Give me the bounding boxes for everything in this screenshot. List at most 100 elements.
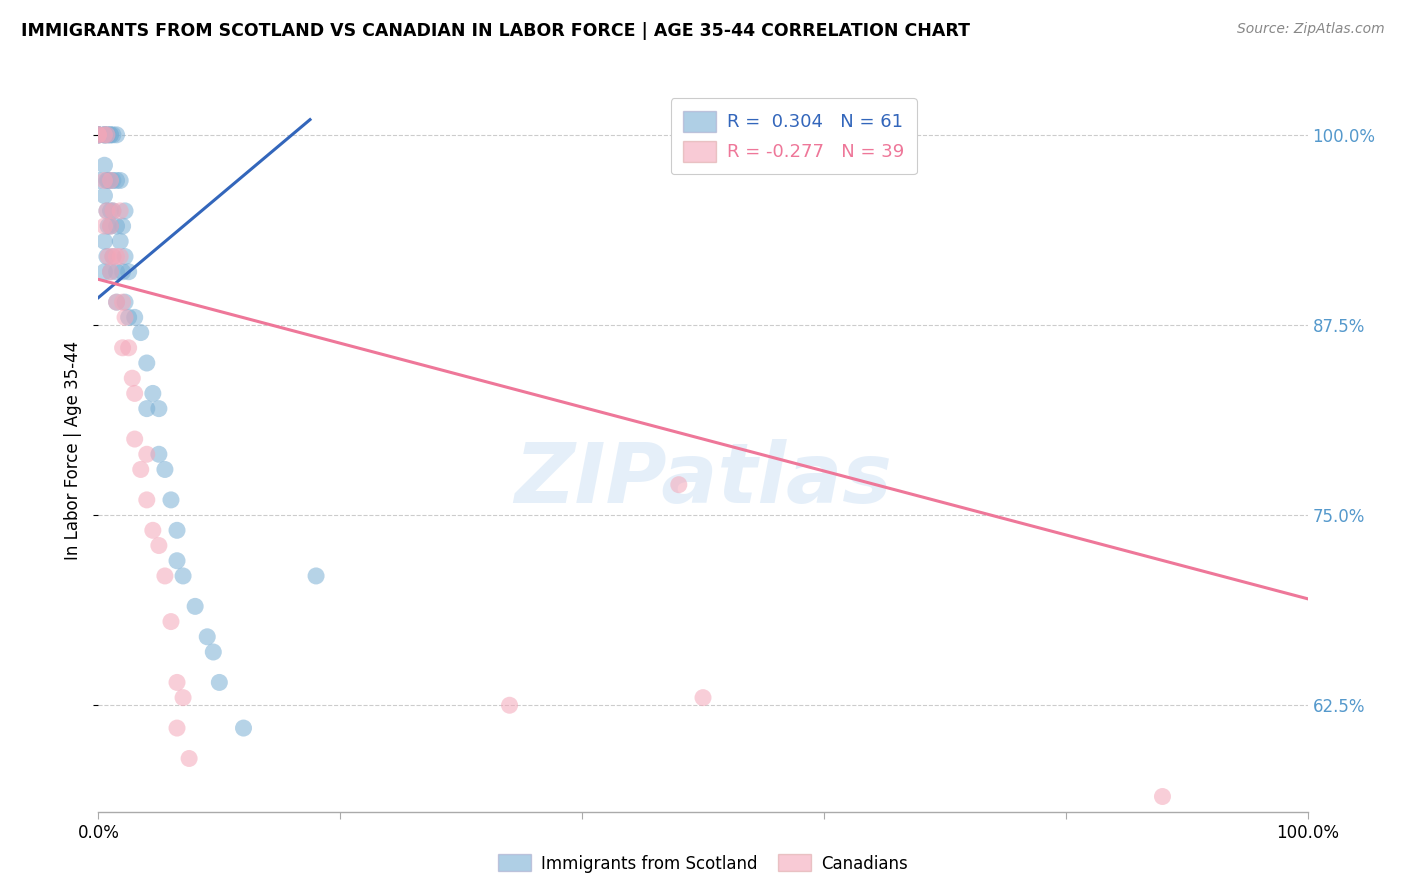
- Point: [93, 128, 115, 142]
- Point: [105, 219, 128, 233]
- Point: [105, 265, 128, 279]
- Point: [108, 173, 131, 187]
- Point: [87, 128, 110, 142]
- Point: [100, 173, 122, 187]
- Point: [87, 128, 110, 142]
- Point: [148, 447, 170, 461]
- Point: [1152, 789, 1174, 804]
- Point: [93, 188, 115, 202]
- Point: [87, 128, 110, 142]
- Point: [142, 386, 165, 401]
- Point: [114, 310, 136, 325]
- Point: [135, 492, 157, 507]
- Y-axis label: In Labor Force | Age 35-44: In Labor Force | Age 35-44: [65, 341, 83, 560]
- Point: [87, 128, 110, 142]
- Point: [97, 128, 120, 142]
- Point: [93, 235, 115, 249]
- Point: [108, 250, 131, 264]
- Point: [105, 295, 128, 310]
- Point: [100, 219, 122, 233]
- Point: [111, 341, 134, 355]
- Point: [202, 645, 225, 659]
- Point: [692, 690, 714, 705]
- Point: [96, 128, 118, 142]
- Legend: Immigrants from Scotland, Canadians: Immigrants from Scotland, Canadians: [491, 847, 915, 880]
- Point: [114, 295, 136, 310]
- Point: [142, 524, 165, 538]
- Point: [111, 295, 134, 310]
- Point: [93, 158, 115, 172]
- Point: [208, 675, 231, 690]
- Point: [97, 219, 120, 233]
- Point: [100, 173, 122, 187]
- Text: Source: ZipAtlas.com: Source: ZipAtlas.com: [1237, 22, 1385, 37]
- Point: [124, 310, 146, 325]
- Point: [97, 250, 120, 264]
- Point: [105, 173, 128, 187]
- Point: [93, 265, 115, 279]
- Point: [100, 128, 122, 142]
- Point: [118, 341, 141, 355]
- Point: [101, 203, 124, 218]
- Point: [105, 250, 128, 264]
- Point: [97, 173, 120, 187]
- Point: [153, 569, 176, 583]
- Point: [179, 751, 201, 765]
- Point: [108, 235, 131, 249]
- Point: [96, 203, 118, 218]
- Point: [148, 539, 170, 553]
- Point: [93, 128, 115, 142]
- Point: [87, 128, 110, 142]
- Point: [100, 203, 122, 218]
- Text: IMMIGRANTS FROM SCOTLAND VS CANADIAN IN LABOR FORCE | AGE 35-44 CORRELATION CHAR: IMMIGRANTS FROM SCOTLAND VS CANADIAN IN …: [21, 22, 970, 40]
- Point: [101, 250, 124, 264]
- Point: [668, 477, 690, 491]
- Point: [93, 128, 115, 142]
- Point: [105, 128, 128, 142]
- Point: [87, 128, 110, 142]
- Point: [498, 698, 520, 713]
- Point: [135, 401, 157, 416]
- Point: [166, 675, 188, 690]
- Point: [305, 569, 328, 583]
- Point: [166, 721, 188, 735]
- Point: [87, 173, 110, 187]
- Point: [160, 492, 183, 507]
- Point: [100, 219, 122, 233]
- Point: [100, 265, 122, 279]
- Point: [96, 203, 118, 218]
- Point: [166, 524, 188, 538]
- Point: [135, 356, 157, 370]
- Point: [100, 128, 122, 142]
- Point: [100, 265, 122, 279]
- Point: [172, 690, 194, 705]
- Point: [184, 599, 207, 614]
- Point: [101, 250, 124, 264]
- Point: [101, 128, 124, 142]
- Point: [160, 615, 183, 629]
- Point: [93, 219, 115, 233]
- Point: [172, 569, 194, 583]
- Point: [93, 128, 115, 142]
- Point: [148, 401, 170, 416]
- Point: [135, 447, 157, 461]
- Point: [93, 173, 115, 187]
- Point: [105, 295, 128, 310]
- Point: [129, 462, 152, 476]
- Point: [129, 326, 152, 340]
- Point: [153, 462, 176, 476]
- Point: [121, 371, 143, 385]
- Point: [232, 721, 254, 735]
- Legend: R =  0.304   N = 61, R = -0.277   N = 39: R = 0.304 N = 61, R = -0.277 N = 39: [671, 98, 917, 174]
- Point: [96, 128, 118, 142]
- Point: [124, 432, 146, 446]
- Point: [111, 265, 134, 279]
- Point: [96, 250, 118, 264]
- Point: [101, 173, 124, 187]
- Point: [108, 203, 131, 218]
- Point: [96, 173, 118, 187]
- Point: [111, 219, 134, 233]
- Point: [124, 386, 146, 401]
- Point: [166, 554, 188, 568]
- Point: [118, 310, 141, 325]
